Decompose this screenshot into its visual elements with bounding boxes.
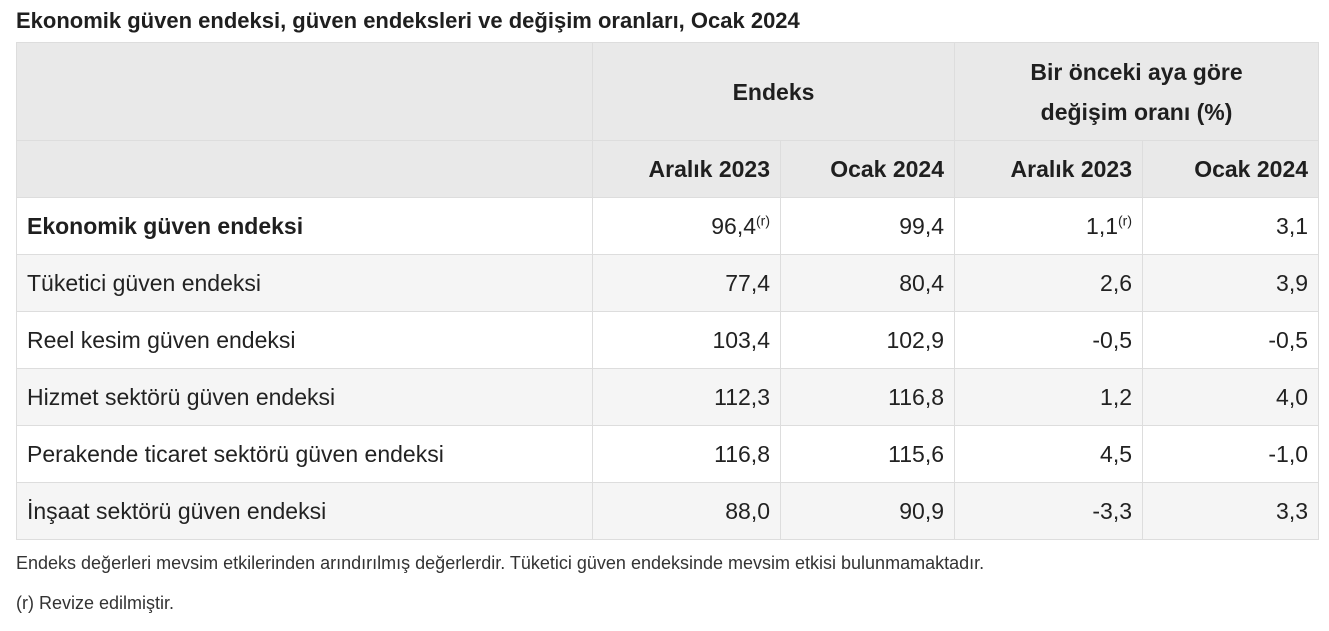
cell-value: 3,3 bbox=[1142, 482, 1320, 540]
header-change-group: Bir önceki aya göre değişim oranı (%) bbox=[954, 42, 1320, 141]
cell-value: 3,1 bbox=[1142, 197, 1320, 255]
cell-value: 102,9 bbox=[779, 311, 956, 369]
table-row: Tüketici güven endeksi 77,4 80,4 2,6 3,9 bbox=[16, 254, 1320, 312]
header-empty-cell bbox=[16, 42, 593, 141]
cell-value: 4,0 bbox=[1142, 368, 1320, 426]
cell-value: 4,5 bbox=[954, 425, 1144, 483]
column-header: Ocak 2024 bbox=[779, 140, 956, 198]
footnote-revised: (r) Revize edilmiştir. bbox=[16, 593, 175, 613]
row-label: Tüketici güven endeksi bbox=[16, 254, 593, 312]
cell-value: 1,2 bbox=[954, 368, 1144, 426]
cell-value: -0,5 bbox=[1142, 311, 1320, 369]
cell-value: 96,4(r) bbox=[592, 197, 781, 255]
revision-marker: (r) bbox=[1118, 211, 1133, 228]
table-row: Perakende ticaret sektörü güven endeksi … bbox=[16, 425, 1320, 483]
cell-value: 2,6 bbox=[954, 254, 1144, 312]
cell-number: 1,1 bbox=[1086, 212, 1119, 239]
table-row: Reel kesim güven endeksi 103,4 102,9 -0,… bbox=[16, 311, 1320, 369]
cell-value: 77,4 bbox=[592, 254, 781, 312]
cell-value: 1,1(r) bbox=[954, 197, 1144, 255]
row-label: Hizmet sektörü güven endeksi bbox=[16, 368, 593, 426]
cell-value: 116,8 bbox=[592, 425, 781, 483]
cell-value: 3,9 bbox=[1142, 254, 1320, 312]
cell-value: 103,4 bbox=[592, 311, 781, 369]
column-header: Aralık 2023 bbox=[592, 140, 781, 198]
cell-value: -1,0 bbox=[1142, 425, 1320, 483]
footnote-seasonal: Endeks değerleri mevsim etkilerinden arı… bbox=[16, 553, 985, 573]
table-title: Ekonomik güven endeksi, güven endeksleri… bbox=[16, 8, 800, 33]
row-label: Ekonomik güven endeksi bbox=[16, 197, 593, 255]
table-row: Ekonomik güven endeksi 96,4(r) 99,4 1,1(… bbox=[16, 197, 1320, 255]
cell-value: 80,4 bbox=[779, 254, 956, 312]
cell-value: -3,3 bbox=[954, 482, 1144, 540]
header-change-line1: Bir önceki aya göre bbox=[1030, 58, 1243, 85]
confidence-index-table: Endeks Bir önceki aya göre değişim oranı… bbox=[16, 42, 1320, 540]
column-header: Ocak 2024 bbox=[1142, 140, 1320, 198]
header-empty-cell-2 bbox=[16, 140, 593, 198]
cell-value: 90,9 bbox=[779, 482, 956, 540]
page: Ekonomik güven endeksi, güven endeksleri… bbox=[16, 8, 1320, 613]
cell-value: 115,6 bbox=[779, 425, 956, 483]
column-header: Aralık 2023 bbox=[954, 140, 1144, 198]
revision-marker: (r) bbox=[756, 211, 770, 228]
header-index-group: Endeks bbox=[591, 42, 956, 141]
cell-value: 88,0 bbox=[592, 482, 781, 540]
table-row: İnşaat sektörü güven endeksi 88,0 90,9 -… bbox=[16, 482, 1320, 540]
header-change-line2: değişim oranı (%) bbox=[1040, 98, 1233, 125]
table-row: Hizmet sektörü güven endeksi 112,3 116,8… bbox=[16, 368, 1320, 426]
row-label: İnşaat sektörü güven endeksi bbox=[16, 482, 593, 540]
cell-value: -0,5 bbox=[954, 311, 1144, 369]
cell-value: 99,4 bbox=[779, 197, 956, 255]
row-label: Reel kesim güven endeksi bbox=[16, 311, 593, 369]
cell-number: 96,4 bbox=[711, 212, 756, 239]
cell-value: 116,8 bbox=[779, 368, 956, 426]
cell-value: 112,3 bbox=[592, 368, 781, 426]
row-label: Perakende ticaret sektörü güven endeksi bbox=[16, 425, 593, 483]
